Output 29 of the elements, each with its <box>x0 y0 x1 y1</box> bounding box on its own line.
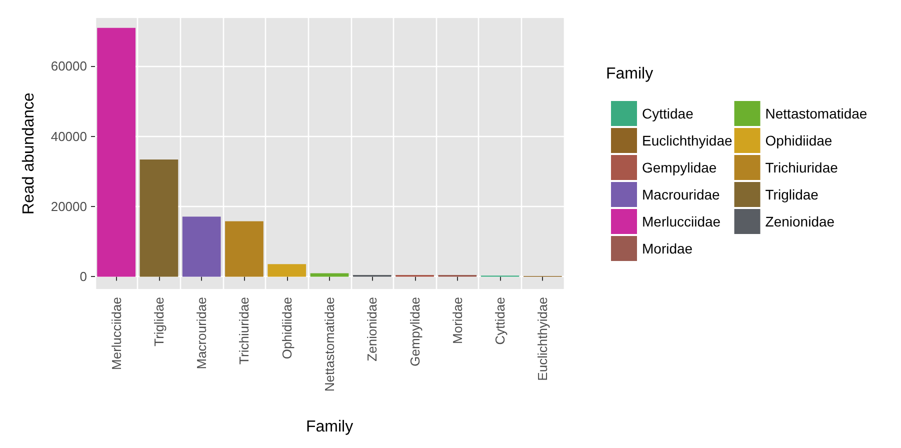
x-axis-title: Family <box>306 418 354 436</box>
legend-label: Ophidiidae <box>765 132 832 148</box>
x-tick-label: Cyttidae <box>492 297 508 345</box>
legend-label: Macrouridae <box>642 186 720 202</box>
legend-label: Cyttidae <box>642 106 694 122</box>
legend-label: Nettastomatidae <box>765 106 868 122</box>
y-tick-label: 20000 <box>50 199 87 214</box>
y-tick-label: 0 <box>80 269 87 284</box>
x-tick-label: Nettastomatidae <box>322 297 337 392</box>
y-axis-title: Read abundance <box>20 92 38 214</box>
x-tick-label: Ophidiidae <box>279 297 294 360</box>
legend-label: Merlucciidae <box>642 214 721 230</box>
legend-label: Euclichthyidae <box>642 132 732 148</box>
x-tick-label: Triglidae <box>151 297 166 346</box>
x-tick-label: Gempylidae <box>407 297 422 366</box>
x-tick-label: Moridae <box>450 297 465 344</box>
x-tick-label: Trichiuridae <box>236 297 252 364</box>
legend-label: Zenionidae <box>765 214 835 230</box>
legend-title: Family <box>606 66 654 82</box>
x-tick-label: Euclichthyidae <box>535 297 550 381</box>
legend-label: Triglidae <box>765 186 819 202</box>
x-tick-label: Macrouridae <box>194 297 210 370</box>
x-tick-label: Zenionidae <box>364 297 380 362</box>
legend-label: Trichiuridae <box>765 160 838 176</box>
y-tick-label: 60000 <box>50 58 87 74</box>
legend-label: Moridae <box>642 240 693 256</box>
legend-label: Gempylidae <box>642 160 717 176</box>
y-tick-label: 40000 <box>50 128 87 144</box>
x-tick-label: Merlucciidae <box>108 297 124 370</box>
